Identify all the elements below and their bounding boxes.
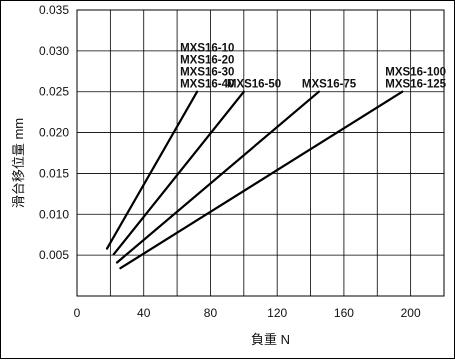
x-tick-label: 80 bbox=[204, 306, 218, 320]
y-tick-label: 0.020 bbox=[39, 126, 69, 140]
grid bbox=[77, 9, 444, 296]
series-label: MXS16-20 bbox=[180, 55, 234, 67]
y-tick-label: 0.035 bbox=[39, 3, 69, 17]
series-line-4 bbox=[119, 90, 404, 270]
y-tick-label: 0.005 bbox=[39, 248, 69, 262]
y-tick-label: 0.015 bbox=[39, 166, 69, 180]
series-label: MXS16-50 bbox=[227, 79, 281, 91]
series-line-3 bbox=[115, 90, 320, 264]
series-line-1 bbox=[105, 90, 199, 250]
series-label: MXS16-125 bbox=[385, 79, 446, 91]
x-tick-label: 160 bbox=[334, 306, 354, 320]
y-axis-label: 滑台移位量 mm bbox=[11, 118, 26, 208]
series-lines bbox=[105, 90, 404, 270]
x-tick-label: 200 bbox=[401, 306, 421, 320]
series-label: MXS16-75 bbox=[302, 79, 357, 91]
series-line-2 bbox=[112, 90, 245, 256]
series-label: MXS16-40 bbox=[180, 79, 234, 91]
series-labels: MXS16-10MXS16-20MXS16-30MXS16-40MXS16-50… bbox=[180, 43, 447, 91]
y-tick-label: 0.030 bbox=[39, 44, 69, 58]
y-tick-label: 0.010 bbox=[39, 207, 69, 221]
x-tick-label: 40 bbox=[137, 306, 151, 320]
x-axis-label: 負重 N bbox=[251, 332, 290, 347]
chart: 0.005 0.010 0.015 0.020 0.025 0.030 0.035 0 40 80… bbox=[11, 3, 447, 347]
tick-labels: 0.005 0.010 0.015 0.020 0.025 0.030 0.035 0 40 80… bbox=[39, 3, 421, 320]
x-tick-label: 0 bbox=[74, 306, 81, 320]
y-tick-label: 0.025 bbox=[39, 85, 69, 99]
series-label: MXS16-30 bbox=[180, 67, 234, 79]
series-label: MXS16-10 bbox=[180, 43, 234, 55]
x-tick-label: 120 bbox=[267, 306, 287, 320]
series-label: MXS16-100 bbox=[385, 67, 446, 79]
plot-area bbox=[76, 9, 445, 297]
